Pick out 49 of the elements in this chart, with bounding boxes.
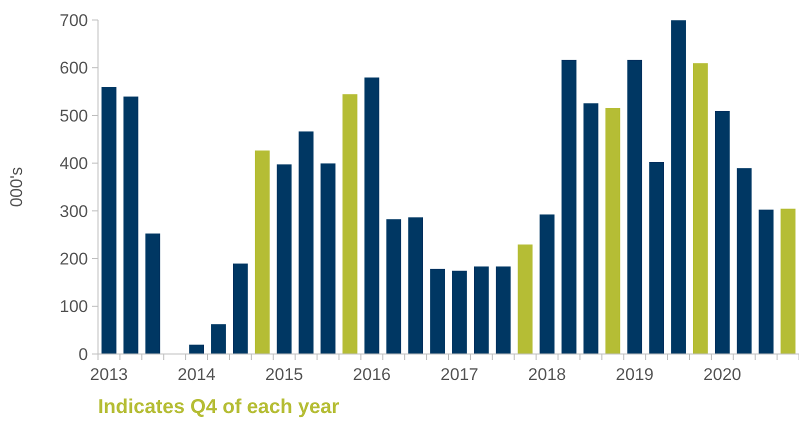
- bar: [364, 77, 380, 354]
- x-tick-label: 2013: [90, 365, 128, 384]
- bar: [101, 86, 117, 354]
- x-tick-label: 2020: [703, 365, 742, 384]
- x-tick-label: 2017: [440, 365, 478, 384]
- bar: [386, 218, 402, 354]
- bar: [473, 266, 490, 354]
- bar: [452, 270, 468, 354]
- bar: [692, 62, 708, 354]
- bar: [298, 130, 314, 354]
- bar: [408, 216, 424, 354]
- text: Indicates Q4 of each year: [98, 396, 340, 418]
- bar: [714, 110, 730, 354]
- bar: [604, 108, 621, 354]
- y-tick-label: 500: [60, 106, 88, 126]
- bar: [582, 102, 599, 354]
- bar: [495, 266, 512, 354]
- y-tick-label: 300: [60, 202, 88, 221]
- bar: [780, 208, 796, 354]
- x-tick-label: 2018: [528, 365, 566, 384]
- bar: [210, 324, 226, 354]
- bar: [232, 263, 248, 354]
- bar: [276, 164, 292, 354]
- bar: [254, 150, 270, 354]
- bar: [539, 214, 555, 354]
- bar: [188, 344, 204, 354]
- bar: [648, 161, 665, 354]
- y-tick-label: 600: [60, 58, 88, 78]
- bar: [144, 233, 161, 354]
- bar: [517, 244, 534, 354]
- x-tick-label: 2014: [178, 365, 216, 384]
- y-tick-label: 100: [60, 297, 88, 316]
- bar: [736, 168, 752, 354]
- x-tick-label: 2019: [616, 365, 654, 384]
- x-tick-label: 2015: [265, 365, 304, 384]
- bar: [122, 96, 139, 354]
- bar: [670, 20, 686, 354]
- bar: [561, 59, 577, 354]
- bar: [320, 162, 336, 354]
- bar: [626, 59, 643, 354]
- bar: [758, 209, 774, 354]
- x-tick-label: 2016: [352, 365, 391, 384]
- bar: [430, 268, 446, 354]
- y-tick-label: 200: [60, 250, 88, 269]
- y-tick-label: 0: [78, 344, 88, 364]
- y-tick-label: 700: [60, 10, 88, 30]
- y-tick-label: 400: [60, 154, 88, 174]
- y-axis-title: 000's: [7, 166, 26, 208]
- bar: [342, 94, 358, 354]
